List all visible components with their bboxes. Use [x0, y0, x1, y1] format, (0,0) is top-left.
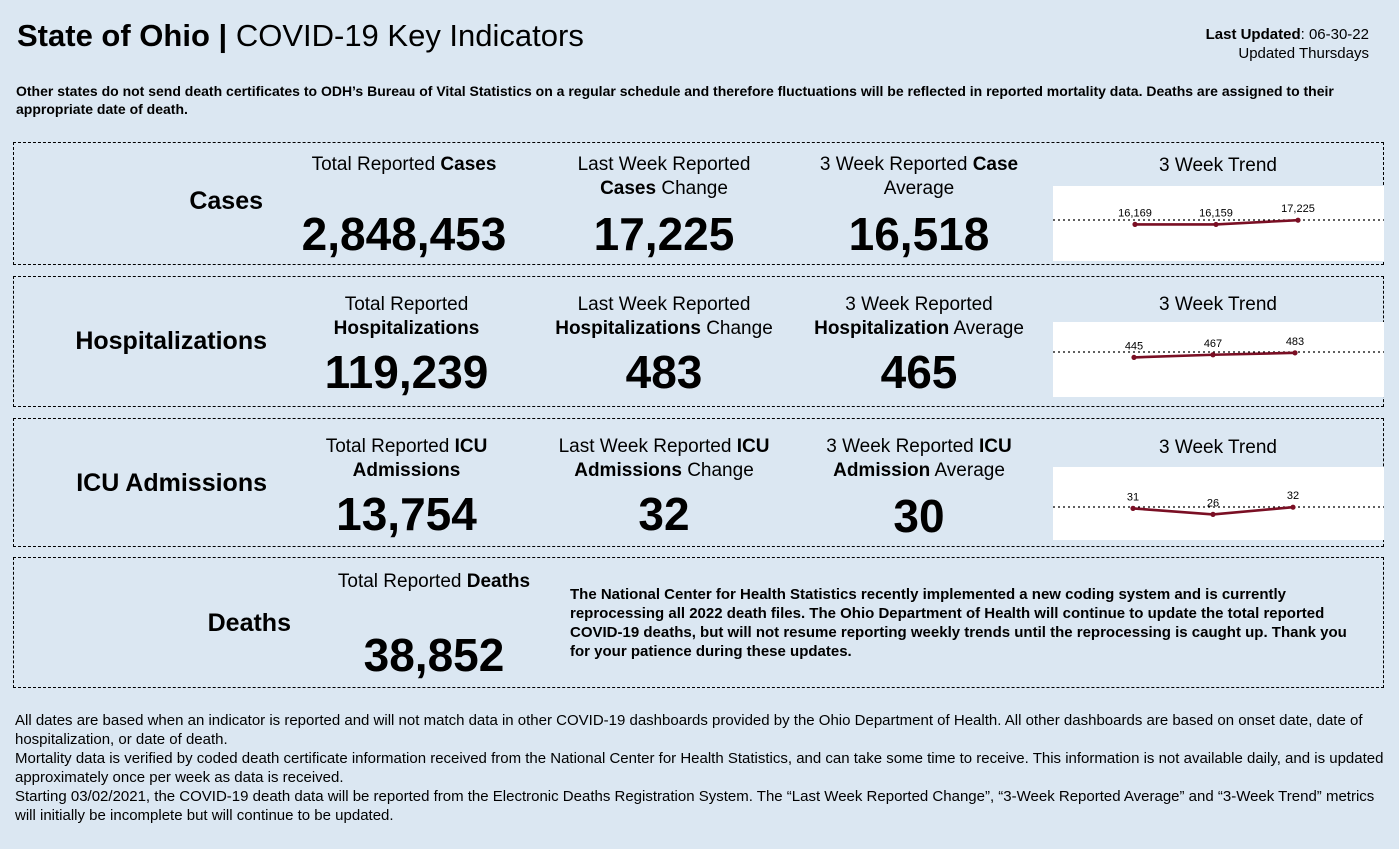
footer-note-2: Mortality data is verified by coded deat… [15, 750, 1384, 786]
icu-trend-point [1290, 504, 1296, 510]
icu-avg-header-text: 3 Week Reported [826, 436, 980, 457]
hosp-avg-header-post: Average [949, 318, 1024, 339]
deaths-reprocessing-note: The National Center for Health Statistic… [570, 586, 1347, 660]
cases-lastweek-header: Last Week Reported Cases Change [534, 153, 794, 201]
hosp-lastweek-header: Last Week Reported Hospitalizations Chan… [529, 293, 799, 341]
hosp-total-header-line1: Total Reported [344, 294, 469, 315]
mortality-notice: Other states do not send death certifica… [16, 83, 1334, 117]
icu-trend-point [1130, 505, 1136, 511]
hosp-label: Hospitalizations [75, 327, 267, 355]
icu-total-header-text: Total Reported [325, 436, 455, 457]
icu-lastweek-header-bold1: ICU [736, 436, 770, 457]
hosp-trend-chart: 445 467 483 [1053, 322, 1384, 397]
icu-avg-header: 3 Week Reported ICU Admission Average [789, 435, 1049, 483]
hosp-avg-header-line1: 3 Week Reported [845, 294, 993, 315]
footer-notes: All dates are based when an indicator is… [15, 711, 1385, 825]
icu-trend-point-label: 31 [1127, 491, 1139, 503]
cases-trend-point [1132, 221, 1138, 227]
icu-total-header-bold1: ICU [454, 436, 488, 457]
cases-trend-point [1213, 221, 1219, 228]
icu-total-header: Total Reported ICU Admissions [269, 435, 544, 483]
cases-avg-header-text: 3 Week Reported [819, 154, 973, 175]
cases-lastweek-header-post: Change [656, 178, 728, 199]
cases-total-header-text: Total Reported [311, 154, 441, 175]
icu-trend-chart: 31 26 32 [1053, 467, 1384, 540]
cases-trend-point-label: 16,159 [1199, 207, 1233, 219]
deaths-total-header-bold: Deaths [466, 571, 531, 592]
icu-avg-header-bold2: Admission [833, 460, 931, 481]
icu-trend-point-label: 26 [1207, 497, 1219, 509]
icu-lastweek-header-text: Last Week Reported [558, 436, 737, 457]
cases-lastweek-header-line1: Last Week Reported [577, 154, 751, 175]
hosp-avg-header-bold: Hospitalization [814, 318, 950, 339]
last-updated-label: Last Updated [1205, 26, 1301, 43]
page-title-bold: State of Ohio | [17, 18, 228, 53]
icu-avg-value: 30 [893, 490, 945, 542]
icu-lastweek-header-bold2: Admissions [574, 460, 682, 481]
hosp-trend-title: 3 Week Trend [1159, 294, 1277, 315]
last-updated-value: : 06-30-22 [1300, 26, 1369, 43]
deaths-label: Deaths [207, 609, 291, 637]
hospitalizations-trend-point [1131, 354, 1137, 360]
hosp-total-header: Total Reported Hospitalizations [269, 293, 544, 341]
footer-note-1: All dates are based when an indicator is… [15, 712, 1363, 748]
hosp-lastweek-header-line1: Last Week Reported [577, 294, 751, 315]
hosp-total-header-bold: Hospitalizations [333, 318, 480, 339]
last-updated: Last Updated: 06-30-22 Updated Thursdays [1206, 25, 1369, 63]
icu-avg-header-bold1: ICU [979, 436, 1012, 457]
cases-panel: Cases Total Reported Cases 2,848,453 Las… [13, 142, 1384, 265]
hosp-trend-svg: 445 467 483 [1053, 336, 1384, 360]
icu-trend-point-label: 32 [1287, 490, 1299, 502]
cases-avg-header-bold: Case [972, 154, 1019, 175]
hospitalizations-trend-point [1292, 350, 1298, 356]
hospitalizations-trend-point-label: 483 [1286, 336, 1304, 348]
hosp-lastweek-header-bold: Hospitalizations [555, 318, 701, 339]
cases-trend-point-label: 17,225 [1281, 203, 1315, 215]
hosp-lastweek-header-post: Change [700, 318, 773, 339]
icu-avg-header-post: Average [930, 460, 1005, 481]
cases-trend-title: 3 Week Trend [1159, 155, 1277, 176]
icu-trend-title: 3 Week Trend [1159, 437, 1277, 458]
icu-lastweek-header-post: Change [681, 460, 754, 481]
cases-lastweek-value: 17,225 [593, 208, 735, 260]
icu-total-header-bold2: Admissions [352, 460, 461, 481]
cases-total-header-bold: Cases [440, 154, 497, 175]
icu-total-value: 13,754 [336, 488, 477, 540]
hospitalizations-trend-point-label: 467 [1204, 338, 1222, 350]
hospitalizations-trend-point [1210, 352, 1216, 358]
cases-avg-header: 3 Week Reported Case Average [789, 153, 1049, 201]
page-title-rest: COVID-19 Key Indicators [235, 18, 584, 53]
hosp-total-value: 119,239 [324, 346, 489, 398]
cases-trend-point-label: 16,169 [1118, 207, 1152, 219]
cases-total-header: Total Reported Cases [269, 153, 539, 177]
hosp-lastweek-value: 483 [625, 346, 703, 398]
deaths-panel: Deaths Total Reported Deaths 38,852 The … [13, 557, 1384, 688]
icu-lastweek-value: 32 [638, 488, 690, 540]
hosp-avg-header: 3 Week Reported Hospitalization Average [789, 293, 1049, 341]
cases-lastweek-header-bold: Cases [600, 178, 657, 199]
icu-label: ICU Admissions [76, 469, 267, 497]
hospitalizations-trend-point-label: 445 [1125, 340, 1143, 352]
hosp-panel: Hospitalizations Total Reported Hospital… [13, 276, 1384, 407]
cases-avg-header-line2: Average [883, 178, 955, 199]
cases-total-value: 2,848,453 [301, 208, 507, 260]
deaths-total-header-text: Total Reported [337, 571, 467, 592]
update-schedule: Updated Thursdays [1238, 45, 1369, 62]
cases-label: Cases [189, 187, 263, 215]
cases-trend-svg: 16,169 16,159 17,225 [1053, 203, 1384, 228]
icu-trend-point [1210, 511, 1216, 517]
icu-panel: ICU Admissions Total Reported ICU Admiss… [13, 418, 1384, 547]
cases-avg-value: 16,518 [848, 208, 990, 260]
icu-lastweek-header: Last Week Reported ICU Admissions Change [529, 435, 799, 483]
page-title: State of Ohio | COVID-19 Key Indicators [17, 18, 584, 54]
deaths-total-header: Total Reported Deaths [314, 570, 554, 594]
footer-note-3: Starting 03/02/2021, the COVID-19 death … [15, 788, 1375, 824]
hosp-avg-value: 465 [880, 346, 958, 398]
cases-trend-point [1295, 217, 1301, 223]
deaths-total-value: 38,852 [363, 629, 505, 681]
cases-trend-chart: 16,169 16,159 17,225 [1053, 186, 1384, 261]
icu-trend-svg: 31 26 32 [1053, 490, 1384, 517]
